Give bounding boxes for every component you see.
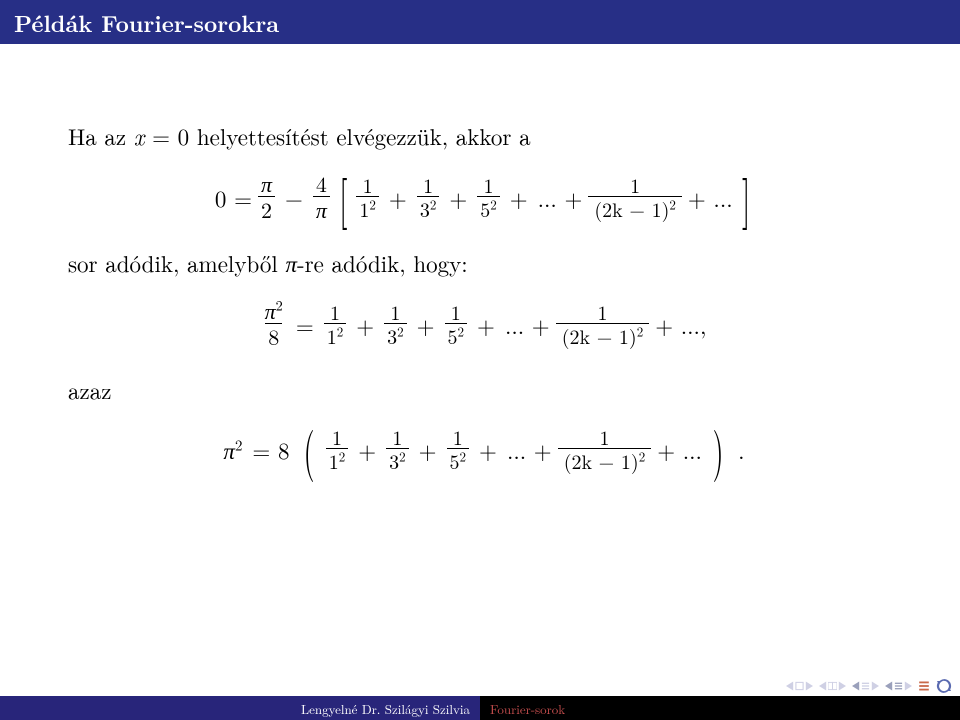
left-paren: ( — [304, 428, 315, 470]
period: . — [738, 434, 744, 465]
dots: ... + — [505, 309, 550, 340]
plus: + — [415, 434, 441, 465]
term-general: 1 (2k − 1)2 — [558, 427, 652, 471]
intro-line: Ha az x = 0 helyettesítést elvégezzük, a… — [68, 120, 900, 151]
nav-next-icon — [870, 681, 879, 691]
trail: + ..., — [655, 309, 706, 340]
var-x: x — [134, 119, 145, 152]
term-1: 1 12 — [356, 175, 379, 219]
term-2: 1 32 — [417, 175, 440, 219]
refresh-icon — [936, 678, 952, 694]
nav-symbols — [786, 678, 952, 694]
left-bracket: [ — [339, 176, 348, 218]
equals-8: = 8 — [248, 434, 293, 465]
term-3: 1 52 — [445, 302, 468, 346]
nav-next-icon — [903, 681, 912, 691]
term-1: 1 12 — [326, 427, 349, 471]
nav-frame[interactable] — [819, 681, 846, 691]
equation-3: π2 = 8 ( 1 12 + 1 32 + 1 52 + ... + — [68, 427, 900, 471]
term-3: 1 52 — [477, 175, 500, 219]
term-3: 1 52 — [447, 427, 470, 471]
trail: + ... — [657, 434, 702, 465]
frac-pi2-8: π2 8 — [262, 300, 286, 348]
nav-prev-icon — [852, 681, 861, 691]
author-name: Lengyelné Dr. Szilágyi Szilvia — [301, 699, 470, 718]
right-paren: ) — [712, 428, 723, 470]
nav-prev-icon — [786, 681, 795, 691]
term-general: 1 (2k − 1)2 — [588, 175, 682, 219]
nav-back-forward[interactable] — [918, 680, 930, 692]
pi-squared: π2 — [223, 434, 242, 465]
equation-1: 0 = π 2 − 4 π [ 1 12 + 1 32 — [68, 173, 900, 221]
right-bracket: ] — [742, 176, 751, 218]
term-2: 1 32 — [384, 302, 407, 346]
plus: + — [473, 309, 499, 340]
term-general: 1 (2k − 1)2 — [556, 302, 650, 346]
equals: = — [292, 309, 318, 340]
nav-prev-icon — [885, 681, 894, 691]
line-2: sor adódik, amelyből π-re adódik, hogy: — [68, 247, 900, 278]
short-title: Fourier-sorok — [490, 699, 565, 718]
nav-subsection[interactable] — [852, 681, 879, 691]
pi: π — [285, 246, 297, 279]
frac-pi-2: π 2 — [258, 173, 275, 221]
trail: + ... — [688, 182, 733, 213]
frac-4-pi: 4 π — [313, 173, 330, 221]
plus: + — [445, 182, 471, 213]
dots: ... + — [538, 182, 583, 213]
minus: − — [281, 182, 307, 213]
nav-next-icon — [804, 681, 813, 691]
text: Ha az — [68, 119, 134, 152]
footer-title: Fourier-sorok — [480, 696, 960, 720]
azaz: azaz — [68, 374, 900, 405]
text: sor adódik, amelyből — [68, 246, 285, 279]
nav-slide[interactable] — [786, 681, 813, 691]
nav-next-icon — [837, 681, 846, 691]
term-1: 1 12 — [324, 302, 347, 346]
term-2: 1 32 — [386, 427, 409, 471]
footer-author: Lengyelné Dr. Szilágyi Szilvia — [0, 696, 480, 720]
eq1-lhs: 0 = — [215, 182, 252, 213]
slide-title: Példák Fourier-sorokra — [14, 6, 279, 39]
plus: + — [413, 309, 439, 340]
plus: + — [385, 182, 411, 213]
nav-prev-icon — [819, 681, 828, 691]
text: = 0 helyettesítést elvégezzük, akkor a — [144, 119, 530, 152]
nav-section[interactable] — [885, 681, 912, 691]
nav-refresh[interactable] — [936, 678, 952, 694]
plus: + — [352, 309, 378, 340]
text: -re adódik, hogy: — [297, 246, 468, 279]
title-bar: Példák Fourier-sorokra — [0, 0, 960, 44]
equation-2: π2 8 = 1 12 + 1 32 + 1 52 + — [68, 300, 900, 348]
plus: + — [475, 434, 501, 465]
dots: ... + — [507, 434, 552, 465]
plus: + — [506, 182, 532, 213]
footer: Lengyelné Dr. Szilágyi Szilvia Fourier-s… — [0, 696, 960, 720]
slide-content: Ha az x = 0 helyettesítést elvégezzük, a… — [68, 120, 900, 497]
plus: + — [354, 434, 380, 465]
